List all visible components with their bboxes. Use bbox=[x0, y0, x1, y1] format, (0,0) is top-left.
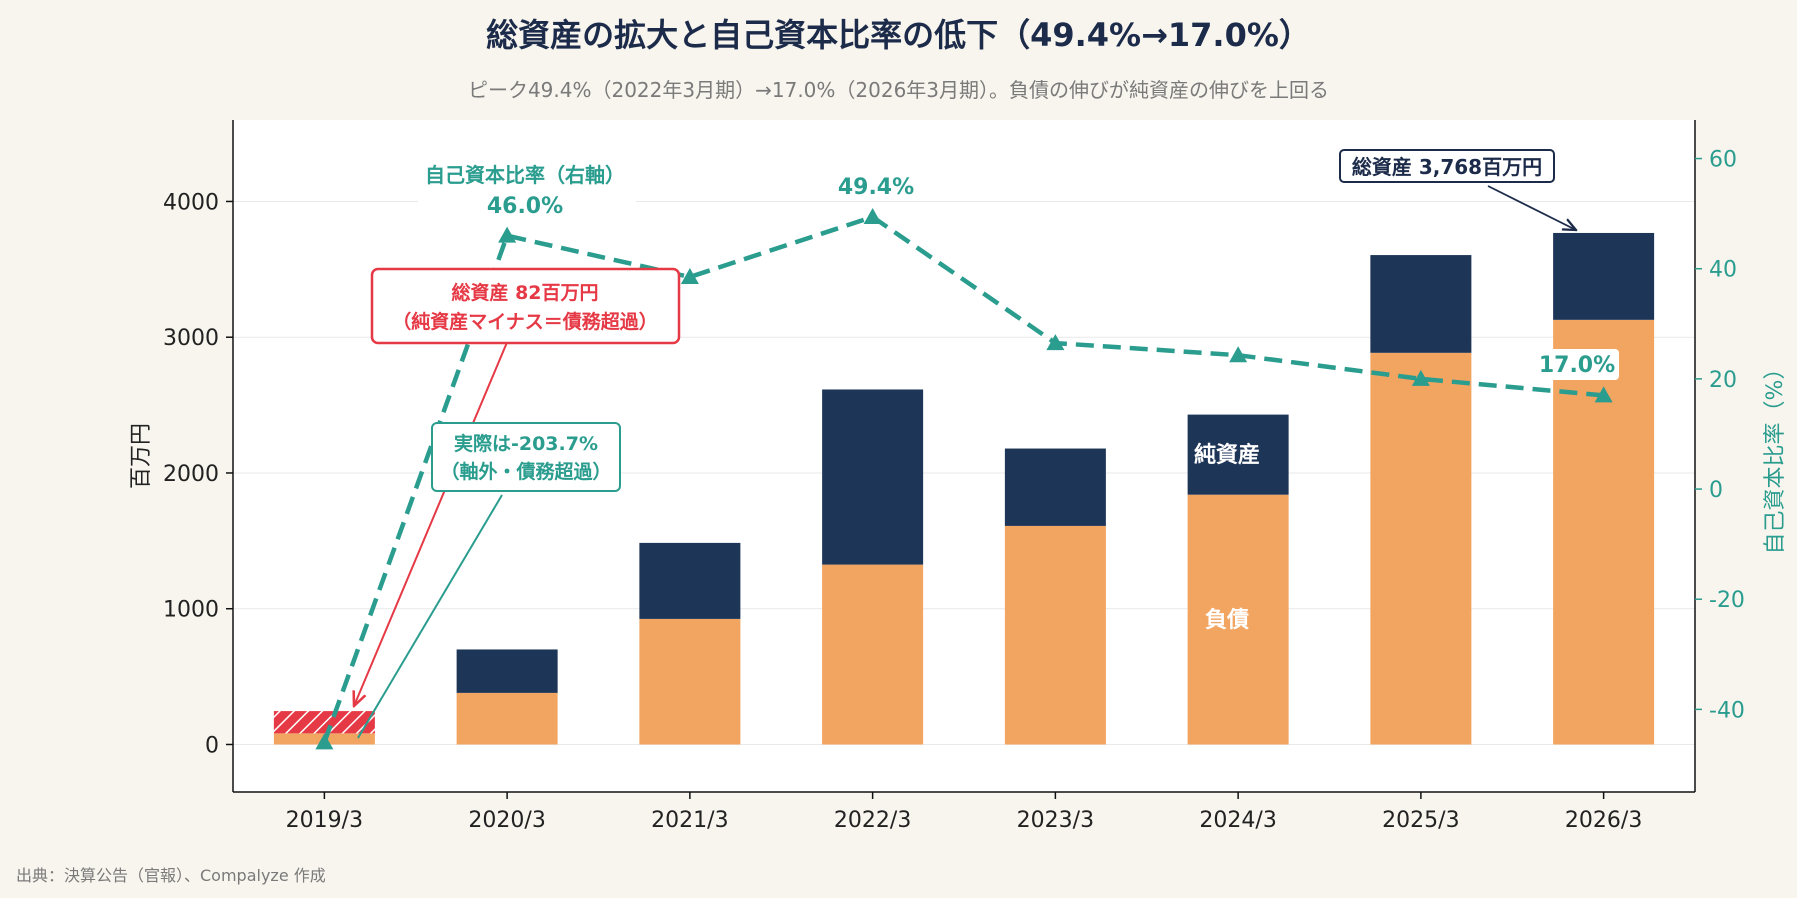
equity-ratio-point bbox=[315, 733, 334, 750]
y-right-tick-label: 0 bbox=[1709, 478, 1723, 503]
bar-liabilities bbox=[1553, 319, 1655, 745]
deficit-box bbox=[370, 267, 681, 345]
deficit-label-line2: （純資産マイナス＝債務超過） bbox=[392, 310, 658, 333]
equity-ratio-point bbox=[680, 267, 699, 284]
total-assets-label: 総資産 3,768百万円 bbox=[1352, 155, 1542, 179]
offaxis-label-line2: （軸外・債務超過） bbox=[440, 460, 611, 483]
bar-label-equity: 純資産 bbox=[1194, 442, 1260, 468]
peak-ratio-label: 49.4% bbox=[838, 175, 914, 200]
y-right-tick-label: 40 bbox=[1709, 258, 1737, 283]
y-axis-label-right: 自己資本比率（%） bbox=[1763, 358, 1788, 555]
y-tick-label: 2000 bbox=[163, 462, 219, 487]
equity-ratio-point bbox=[1229, 346, 1248, 363]
x-tick-label: 2019/3 bbox=[286, 808, 363, 833]
y-right-tick-label: 60 bbox=[1709, 148, 1737, 173]
x-tick-label: 2024/3 bbox=[1199, 808, 1276, 833]
y-right-tick-label: -40 bbox=[1709, 698, 1745, 723]
bar-equity bbox=[1187, 414, 1289, 495]
bar-liabilities bbox=[822, 564, 924, 745]
total-assets-arrow bbox=[1487, 185, 1576, 230]
offaxis-box bbox=[431, 422, 621, 492]
series-label-backdrop bbox=[418, 160, 636, 220]
y-tick-label: 1000 bbox=[163, 598, 219, 623]
bar-equity bbox=[822, 389, 924, 565]
deficit-label-line1: 総資産 82百万円 bbox=[451, 281, 598, 304]
bar-liabilities bbox=[1187, 494, 1289, 745]
y-right-tick-label: -20 bbox=[1709, 588, 1745, 613]
x-tick-label: 2022/3 bbox=[834, 808, 911, 833]
bar-liabilities bbox=[456, 692, 558, 745]
bar-equity bbox=[1370, 255, 1472, 353]
offaxis-label-line1: 実際は-203.7% bbox=[454, 432, 598, 455]
equity-ratio-point bbox=[1594, 386, 1613, 403]
y-tick-label: 0 bbox=[205, 733, 219, 758]
y-right-tick-label: 20 bbox=[1709, 368, 1737, 393]
bar-equity bbox=[1004, 448, 1106, 526]
x-tick-label: 2025/3 bbox=[1382, 808, 1459, 833]
equity-ratio-point bbox=[1046, 334, 1065, 351]
chart-source: 出典：決算公告（官報）、Compalyze 作成 bbox=[16, 866, 326, 885]
x-tick-label: 2020/3 bbox=[468, 808, 545, 833]
deficit-arrow bbox=[354, 339, 509, 706]
bar-equity bbox=[456, 649, 558, 693]
bar-negative-equity bbox=[273, 711, 375, 734]
first-ratio-label: 46.0% bbox=[487, 194, 563, 219]
bar-equity bbox=[1553, 232, 1655, 320]
equity-ratio-point bbox=[1411, 369, 1430, 386]
equity-ratio-point bbox=[498, 226, 517, 243]
bar-liabilities bbox=[1370, 352, 1472, 745]
equity-ratio-line bbox=[322, 214, 1604, 744]
bar-label-liabilities: 負債 bbox=[1205, 607, 1249, 633]
bar-liabilities bbox=[1004, 525, 1106, 745]
bar-equity bbox=[639, 542, 741, 619]
chart-title: 総資産の拡大と自己資本比率の低下（49.4%→17.0%） bbox=[486, 16, 1311, 54]
chart-subtitle: ピーク49.4%（2022年3月期）→17.0%（2026年3月期）。負債の伸び… bbox=[467, 78, 1330, 102]
last-ratio-box bbox=[1535, 349, 1619, 380]
series-line-label: 自己資本比率（右軸） bbox=[425, 163, 625, 187]
x-tick-label: 2021/3 bbox=[651, 808, 728, 833]
x-tick-label: 2023/3 bbox=[1017, 808, 1094, 833]
equity-ratio-point bbox=[863, 207, 882, 224]
bar-liabilities bbox=[639, 618, 741, 745]
y-tick-label: 4000 bbox=[163, 190, 219, 215]
last-ratio-label: 17.0% bbox=[1539, 353, 1615, 378]
y-axis-label-left: 百万円 bbox=[129, 423, 154, 489]
total-assets-box bbox=[1339, 149, 1555, 183]
x-tick-label: 2026/3 bbox=[1565, 808, 1642, 833]
y-tick-label: 3000 bbox=[163, 326, 219, 351]
offaxis-leader bbox=[357, 494, 503, 739]
